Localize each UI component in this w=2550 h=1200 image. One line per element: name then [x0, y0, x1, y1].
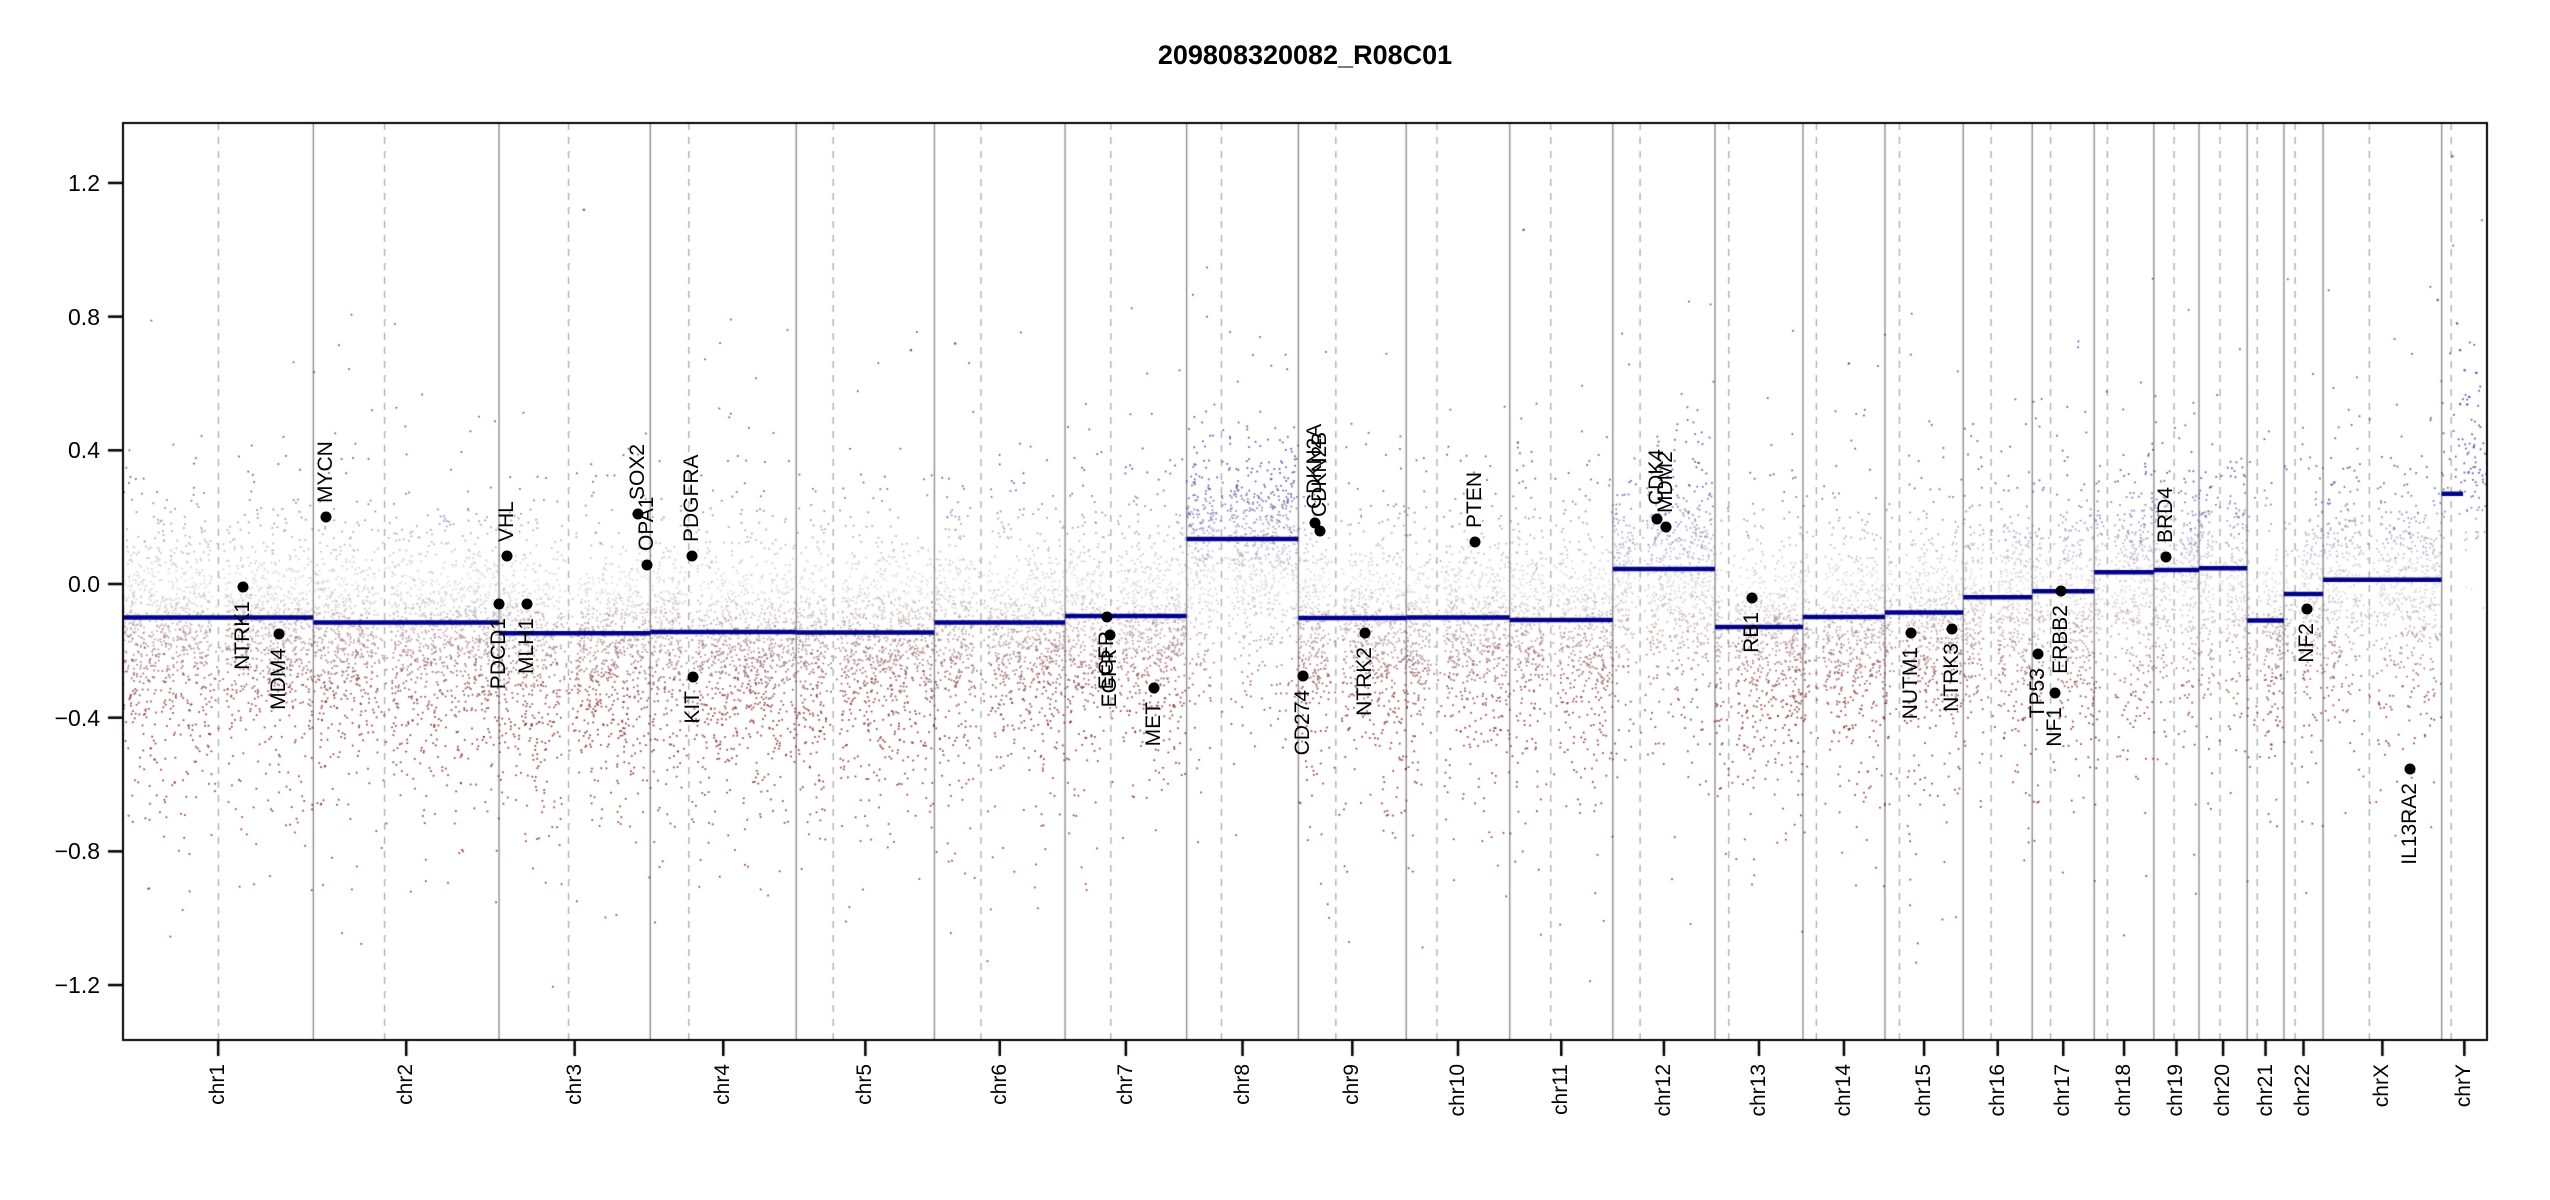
- gene-label-ntrk3: NTRK3: [1940, 643, 1964, 712]
- gene-marker-mycn: [320, 511, 332, 523]
- gene-marker-nf2: [2301, 603, 2313, 615]
- gene-label-mlh1: MLH1: [515, 618, 539, 675]
- x-tick-label-chr20: chr20: [2211, 1064, 2235, 1117]
- gene-marker-nutm1: [1905, 627, 1917, 639]
- plot-title: 209808320082_R08C01: [1157, 40, 1453, 70]
- gene-label-nf2: NF2: [2294, 623, 2318, 663]
- gene-marker-ntrk1: [237, 581, 249, 593]
- gene-marker-rb1: [1746, 592, 1758, 604]
- y-tick-label: −0.8: [54, 838, 100, 865]
- gene-marker-ntrk3: [1946, 623, 1958, 635]
- gene-label-met: MET: [1141, 701, 1165, 747]
- gene-marker-egfr: [1101, 611, 1113, 623]
- y-tick-label: −0.4: [54, 704, 100, 731]
- y-tick-label: 0.8: [68, 303, 100, 330]
- gene-label-mdm2: MDM2: [1653, 450, 1677, 513]
- gene-marker-ntrk2: [1359, 627, 1371, 639]
- gene-marker-pdcd1: [493, 598, 505, 610]
- y-tick-label: −1.2: [54, 972, 100, 999]
- gene-label-opa1: OPA1: [634, 496, 658, 551]
- gene-label-sox2: SOX2: [625, 443, 649, 500]
- gene-marker-opa1: [641, 559, 653, 571]
- gene-label-erbb2: ERBB2: [2049, 605, 2073, 675]
- x-tick-label-chr6: chr6: [987, 1064, 1011, 1105]
- gene-label-nutm1: NUTM1: [1899, 647, 1923, 720]
- gene-label-mdm4: MDM4: [267, 648, 291, 710]
- gene-marker-cdkn2b: [1314, 525, 1326, 537]
- x-tick-label-chrY: chrY: [2452, 1064, 2476, 1108]
- gene-marker-cdk4: [1651, 513, 1663, 525]
- gene-label-pdcd1: PDCD1: [486, 618, 510, 690]
- x-tick-label-chr9: chr9: [1340, 1064, 1364, 1105]
- x-tick-label-chr12: chr12: [1651, 1064, 1675, 1117]
- gene-label-ntrk2: NTRK2: [1353, 647, 1377, 716]
- gene-label-brd4: BRD4: [2153, 487, 2177, 544]
- x-tick-label-chr13: chr13: [1746, 1064, 1770, 1117]
- gene-marker-tp53: [2032, 648, 2044, 660]
- x-tick-label-chr4: chr4: [711, 1064, 735, 1105]
- gene-marker-il13ra2: [2404, 763, 2416, 775]
- gene-marker-kit: [687, 671, 699, 683]
- x-tick-label-chr8: chr8: [1230, 1064, 1254, 1105]
- gene-marker-egfr-2: [1104, 629, 1116, 641]
- gene-label-ntrk1: NTRK1: [230, 601, 254, 671]
- y-tick-label: 1.2: [68, 169, 100, 196]
- x-tick-label-chr15: chr15: [1912, 1064, 1936, 1117]
- gene-marker-erbb2: [2055, 585, 2067, 597]
- gene-label-cd274: CD274: [1290, 689, 1314, 756]
- gene-marker-nf1: [2049, 687, 2061, 699]
- gene-label-cdkn2b: CDKN2B: [1307, 431, 1331, 518]
- gene-marker-pten: [1469, 536, 1481, 548]
- gene-label-il13ra2: IL13RA2: [2398, 783, 2422, 865]
- gene-label-nf1: NF1: [2042, 706, 2066, 747]
- x-tick-label-chr10: chr10: [1445, 1064, 1469, 1117]
- gene-marker-mlh1: [521, 598, 533, 610]
- x-tick-label-chr3: chr3: [562, 1064, 586, 1105]
- gene-label-egfr-2: EGFR: [1097, 649, 1121, 708]
- x-tick-label-chr16: chr16: [1985, 1064, 2009, 1117]
- x-tick-label-chr17: chr17: [2051, 1064, 2075, 1117]
- x-tick-label-chr7: chr7: [1113, 1064, 1137, 1105]
- gene-marker-vhl: [501, 550, 513, 562]
- gene-marker-mdm4: [273, 628, 285, 640]
- x-tick-label-chr1: chr1: [206, 1064, 230, 1105]
- x-tick-label-chr18: chr18: [2112, 1064, 2136, 1117]
- x-tick-label-chr21: chr21: [2253, 1064, 2277, 1117]
- gene-marker-pdgfra: [686, 550, 698, 562]
- gene-marker-mdm2: [1660, 521, 1672, 533]
- gene-label-pten: PTEN: [1462, 471, 1486, 528]
- gene-label-vhl: VHL: [494, 501, 518, 542]
- x-tick-label-chr11: chr11: [1549, 1064, 1573, 1115]
- gene-label-rb1: RB1: [1740, 612, 1764, 653]
- gene-label-pdgfra: PDGFRA: [680, 454, 704, 542]
- gene-marker-met: [1148, 682, 1160, 694]
- gene-label-mycn: MYCN: [313, 441, 337, 504]
- x-tick-label-chr5: chr5: [853, 1064, 877, 1105]
- x-tick-label-chrX: chrX: [2370, 1064, 2394, 1108]
- x-tick-label-chr22: chr22: [2291, 1064, 2315, 1117]
- gene-marker-cd274: [1297, 670, 1309, 682]
- y-tick-label: 0.4: [68, 437, 100, 464]
- y-tick-label: 0.0: [68, 571, 100, 597]
- gene-label-kit: KIT: [680, 690, 704, 724]
- gene-marker-cdkn2a: [1309, 517, 1321, 529]
- gene-marker-sox2: [632, 508, 644, 520]
- gene-marker-brd4: [2160, 551, 2172, 563]
- x-tick-label-chr19: chr19: [2164, 1064, 2188, 1117]
- x-tick-label-chr14: chr14: [1831, 1064, 1855, 1117]
- x-tick-label-chr2: chr2: [394, 1064, 418, 1105]
